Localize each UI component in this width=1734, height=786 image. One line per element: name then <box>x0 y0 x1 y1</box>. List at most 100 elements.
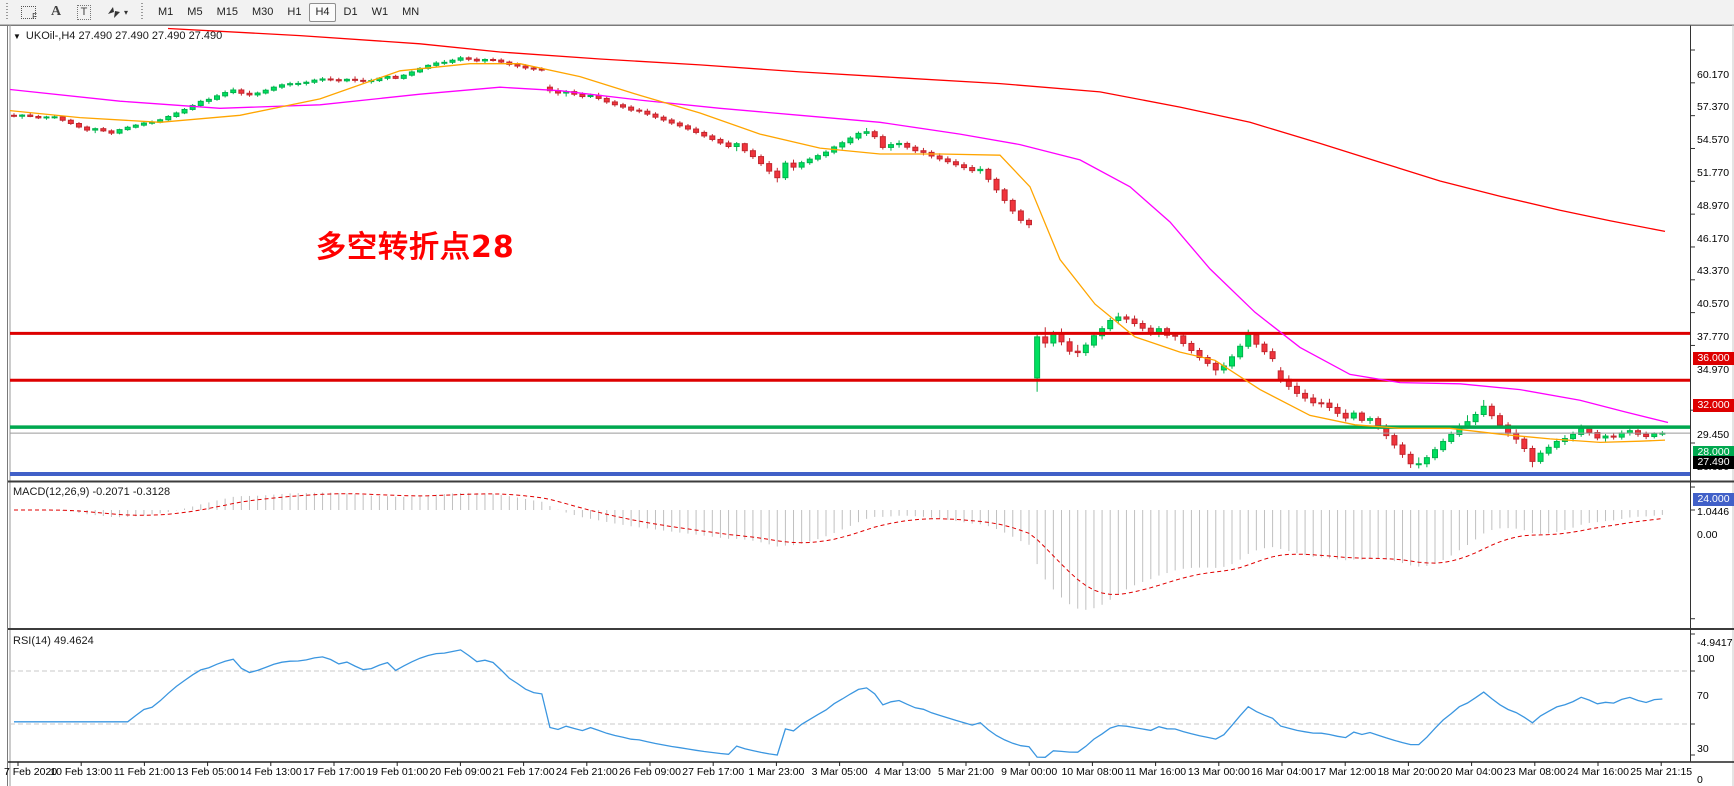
timeframe-button-w1[interactable]: W1 <box>366 3 395 22</box>
time-axis-label: 3 Mar 05:00 <box>811 766 868 778</box>
dropdown-caret-icon: ▾ <box>123 7 128 17</box>
candle-body <box>262 89 269 94</box>
candle-body <box>579 93 586 98</box>
candle-body <box>1407 453 1414 465</box>
candle-body <box>181 108 188 114</box>
candle-body <box>847 137 854 144</box>
time-axis-label: 19 Feb 01:00 <box>366 766 429 778</box>
candle-body <box>1310 397 1317 404</box>
candle-body <box>165 115 172 121</box>
time-axis-label: 1 Mar 23:00 <box>748 766 805 778</box>
time-axis-label: 24 Mar 16:00 <box>1567 766 1629 778</box>
time-axis-label: 10 Mar 08:00 <box>1061 766 1124 778</box>
candle-body <box>725 142 732 147</box>
candle-body <box>741 143 748 152</box>
macd-panel-layer <box>14 492 1663 610</box>
candle-body <box>1229 356 1235 367</box>
candle-body <box>1123 316 1130 320</box>
timeframe-button-m30[interactable]: M30 <box>246 3 279 22</box>
candle-body <box>246 92 253 96</box>
time-axis-label: 23 Mar 08:00 <box>1503 766 1566 778</box>
time-axis-label: 25 Mar 21:15 <box>1630 766 1693 778</box>
arrows-tool-button[interactable]: ▾ <box>99 2 135 23</box>
candle-body <box>1570 433 1577 440</box>
macd-axis-label: 0.00 <box>1697 528 1718 541</box>
time-axis-label: 24 Feb 21:00 <box>555 766 618 778</box>
timeframe-button-h1[interactable]: H1 <box>281 3 307 22</box>
macd-label: MACD(12,26,9) -0.2071 -0.3128 <box>13 486 171 498</box>
toolbar-gripper-2[interactable] <box>140 3 145 21</box>
candle-body <box>197 100 204 106</box>
candle-body <box>140 122 147 126</box>
candle-body <box>1529 447 1536 462</box>
window-menu-icon[interactable]: ▼ <box>13 31 21 41</box>
candle-body <box>1399 444 1406 455</box>
candle-body <box>1017 210 1024 221</box>
fibonacci-tool-button[interactable]: F <box>15 2 41 23</box>
price-axis-label: 60.170 <box>1697 68 1730 81</box>
candle-body <box>1237 345 1244 358</box>
candle-body <box>327 78 334 81</box>
candle-body <box>189 104 196 110</box>
candle-body <box>1488 405 1495 417</box>
candle-body <box>295 82 302 85</box>
candle-body <box>335 79 342 82</box>
chart-canvas[interactable] <box>0 25 1734 786</box>
symbol-quote-text: UKOil-,H4 27.490 27.490 27.490 27.490 <box>25 30 223 42</box>
candle-body <box>879 136 886 148</box>
candle-body <box>766 163 773 172</box>
candle-body <box>814 155 821 160</box>
candle-body <box>1302 392 1309 399</box>
candle-body <box>473 58 480 62</box>
time-axis-label: 14 Feb 13:00 <box>239 766 302 778</box>
candle-body <box>1050 333 1057 344</box>
candle-body <box>270 86 277 91</box>
time-axis-label: 20 Mar 04:00 <box>1440 766 1503 778</box>
candle-body <box>1496 415 1503 426</box>
candle-body <box>871 131 878 138</box>
candle-body <box>1391 435 1398 446</box>
candle-body <box>1480 405 1487 415</box>
timeframe-button-mn[interactable]: MN <box>396 3 425 22</box>
candle-body <box>1026 219 1032 226</box>
candle-body <box>311 79 318 83</box>
candle-body <box>108 130 115 134</box>
timeframe-button-h4[interactable]: H4 <box>309 2 336 22</box>
timeframe-button-m1[interactable]: M1 <box>152 3 179 22</box>
main-panel-layer <box>10 27 1690 477</box>
text-label-tool-button[interactable]: T <box>71 2 97 23</box>
candle-body <box>433 62 440 66</box>
ma-medium-line <box>10 86 1669 424</box>
timeframe-button-m5[interactable]: M5 <box>181 3 208 22</box>
price-axis-label: 40.570 <box>1697 298 1730 311</box>
macd-axis-label: 1.0446 <box>1697 505 1730 518</box>
price-badge-24.000: 24.000 <box>1693 492 1734 506</box>
candle-body <box>628 106 635 111</box>
candle-body <box>1180 335 1187 344</box>
candle-body <box>449 59 456 63</box>
candle-body <box>660 116 667 121</box>
candle-body <box>303 81 310 84</box>
candle-body <box>1318 402 1325 405</box>
timeframe-button-m15[interactable]: M15 <box>211 3 244 22</box>
candle-body <box>709 135 716 140</box>
rsi-axis-label: 0 <box>1697 773 1703 786</box>
candle-body <box>1602 435 1609 439</box>
chart-window[interactable]: ▼ UKOil-,H4 27.490 27.490 27.490 27.490 … <box>0 25 1734 786</box>
candle-body <box>1188 342 1195 351</box>
candle-body <box>1440 440 1447 451</box>
candle-body <box>636 109 643 112</box>
candle-body <box>912 146 919 152</box>
time-axis-label: 5 Mar 21:00 <box>937 766 995 778</box>
text-tool-button[interactable]: A <box>43 2 69 23</box>
candle-body <box>961 164 968 169</box>
ma-fast-line <box>10 63 1666 444</box>
candle-body <box>392 75 399 79</box>
candle-body <box>969 167 976 172</box>
candle-body <box>1342 412 1349 419</box>
candle-body <box>481 58 488 62</box>
timeframe-button-d1[interactable]: D1 <box>338 3 364 22</box>
candle-body <box>1553 440 1560 448</box>
candle-body <box>1090 335 1097 346</box>
toolbar-gripper[interactable] <box>5 3 10 21</box>
